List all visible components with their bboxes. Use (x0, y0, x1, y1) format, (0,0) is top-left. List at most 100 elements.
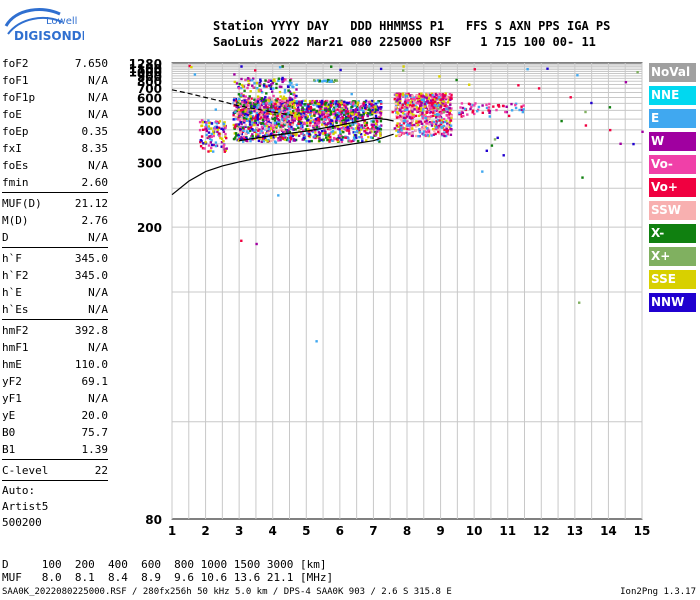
echo-point (272, 94, 275, 98)
echo-point (248, 108, 252, 111)
echo-point (245, 139, 248, 142)
param-row: B1 1.39 (2, 441, 108, 458)
echo-point (460, 115, 463, 118)
echo-point (262, 111, 265, 114)
echo-point (239, 94, 243, 97)
echo-point (329, 135, 332, 139)
echo-point (293, 138, 296, 142)
echo-point (237, 124, 240, 127)
echo-point (305, 121, 309, 125)
echo-point (353, 138, 356, 141)
x-tick-label: 12 (533, 524, 550, 538)
echo-point (270, 108, 274, 112)
echo-point (399, 97, 402, 101)
echo-point (275, 126, 278, 129)
echo-point (337, 137, 340, 140)
echo-point (398, 93, 401, 97)
echo-point (247, 113, 251, 117)
echo-point (292, 91, 296, 95)
echo-point (435, 97, 438, 100)
echo-point (288, 90, 292, 94)
echo-point (316, 79, 320, 82)
echo-point (403, 119, 407, 122)
echo-point (314, 131, 317, 134)
echo-point (397, 128, 400, 132)
echo-point (293, 99, 296, 103)
echo-point (282, 97, 286, 100)
param-name: h`F (2, 252, 22, 265)
echo-point (345, 112, 348, 115)
echo-point (248, 105, 251, 108)
echo-point (222, 140, 225, 143)
echo-point (272, 115, 275, 118)
echo-point (310, 116, 313, 119)
echo-point (412, 96, 416, 99)
echo-point (352, 109, 355, 112)
echo-point (427, 117, 430, 120)
echo-point (342, 118, 346, 122)
echo-point (302, 129, 305, 132)
echo-point (245, 99, 248, 102)
echo-point (299, 127, 302, 130)
echo-point (208, 137, 212, 141)
echo-point (359, 133, 363, 136)
echo-point (458, 112, 461, 116)
echo-point (347, 119, 350, 122)
echo-point (360, 128, 363, 131)
echo-point (361, 139, 364, 143)
echo-point (412, 102, 415, 105)
echo-point (434, 102, 437, 105)
param-value: 8.35 (81, 142, 109, 155)
echo-point (433, 125, 437, 128)
echo-point (239, 128, 242, 131)
echo-point (409, 95, 413, 99)
echo-point (333, 100, 336, 104)
param-row: foE N/A (2, 106, 108, 123)
echo-point (289, 107, 292, 110)
echo-point (319, 107, 322, 110)
echo-point (438, 128, 441, 132)
echo-point (334, 79, 337, 82)
echo-point (291, 134, 295, 138)
y-tick-label: 200 (137, 221, 162, 235)
echo-point (207, 150, 210, 153)
echo-point (253, 82, 256, 85)
echo-point (243, 121, 246, 124)
echo-point (368, 113, 372, 117)
echo-point (401, 125, 404, 128)
echo-point (246, 113, 249, 117)
trace-line (239, 117, 394, 142)
echo-point (424, 116, 427, 120)
echo-point (345, 126, 348, 129)
echo-point (317, 131, 321, 134)
echo-point (364, 103, 367, 107)
echo-point (336, 104, 340, 108)
echo-point (269, 127, 273, 130)
echo-point (199, 145, 203, 148)
param-value: 392.8 (74, 324, 108, 337)
echo-point (256, 123, 259, 127)
param-name: yE (2, 409, 16, 422)
echo-point (262, 106, 265, 109)
echo-point (376, 108, 379, 112)
echo-point (373, 134, 376, 137)
echo-point (361, 118, 365, 121)
echo-point (240, 122, 243, 126)
echo-point (581, 176, 584, 179)
echo-point (238, 110, 242, 113)
y-tick-label: 600 (137, 91, 162, 105)
echo-point (247, 127, 250, 130)
echo-point (520, 105, 523, 108)
echo-point (246, 108, 249, 112)
echo-point (419, 107, 423, 110)
echo-point (318, 111, 322, 114)
echo-point (416, 120, 419, 124)
echo-point (590, 101, 593, 105)
echo-point (365, 121, 369, 124)
echo-point (339, 131, 342, 134)
param-value: 2.76 (81, 214, 109, 227)
echo-point (362, 104, 365, 107)
echo-point (471, 111, 474, 114)
echo-point (250, 97, 253, 100)
echo-point (347, 127, 350, 130)
